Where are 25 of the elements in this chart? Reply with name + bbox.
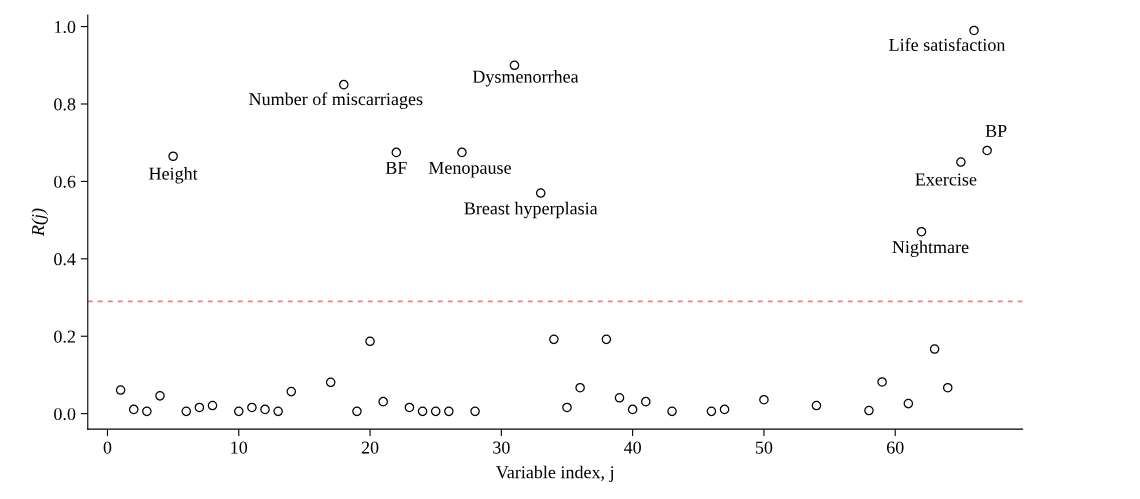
y-tick-label: 0.6 [54, 175, 76, 188]
annotation: Number of miscarriages [249, 92, 423, 109]
x-tick-label: 10 [231, 441, 248, 454]
x-tick-label: 60 [886, 441, 904, 454]
annotation: Life satisfaction [889, 38, 1006, 51]
x-axis-title: Variable index, j [495, 465, 614, 483]
y-tick-label: 0.8 [54, 98, 76, 111]
annotation: BP [985, 124, 1007, 137]
x-tick-label: 0 [103, 441, 112, 454]
x-tick-label: 50 [755, 441, 773, 454]
y-tick-label: 0.2 [54, 330, 75, 343]
x-tick-label: 30 [493, 441, 510, 454]
annotation: Breast hyperplasia [464, 201, 598, 219]
annotation: BF [385, 161, 407, 174]
x-tick-label: 20 [361, 441, 379, 454]
annotation: Height [149, 167, 198, 184]
y-tick-label: 0.4 [54, 253, 76, 266]
x-tick-label: 40 [623, 441, 641, 454]
y-tick-label: 0.0 [54, 407, 76, 421]
y-axis-title: R(j) [31, 208, 48, 237]
annotation: Nightmare [892, 240, 969, 257]
annotation: Menopause [428, 161, 511, 178]
y-tick-label: 1.0 [54, 20, 76, 34]
annotation: Dysmenorrhea [472, 70, 579, 87]
annotation: Exercise [915, 173, 977, 186]
